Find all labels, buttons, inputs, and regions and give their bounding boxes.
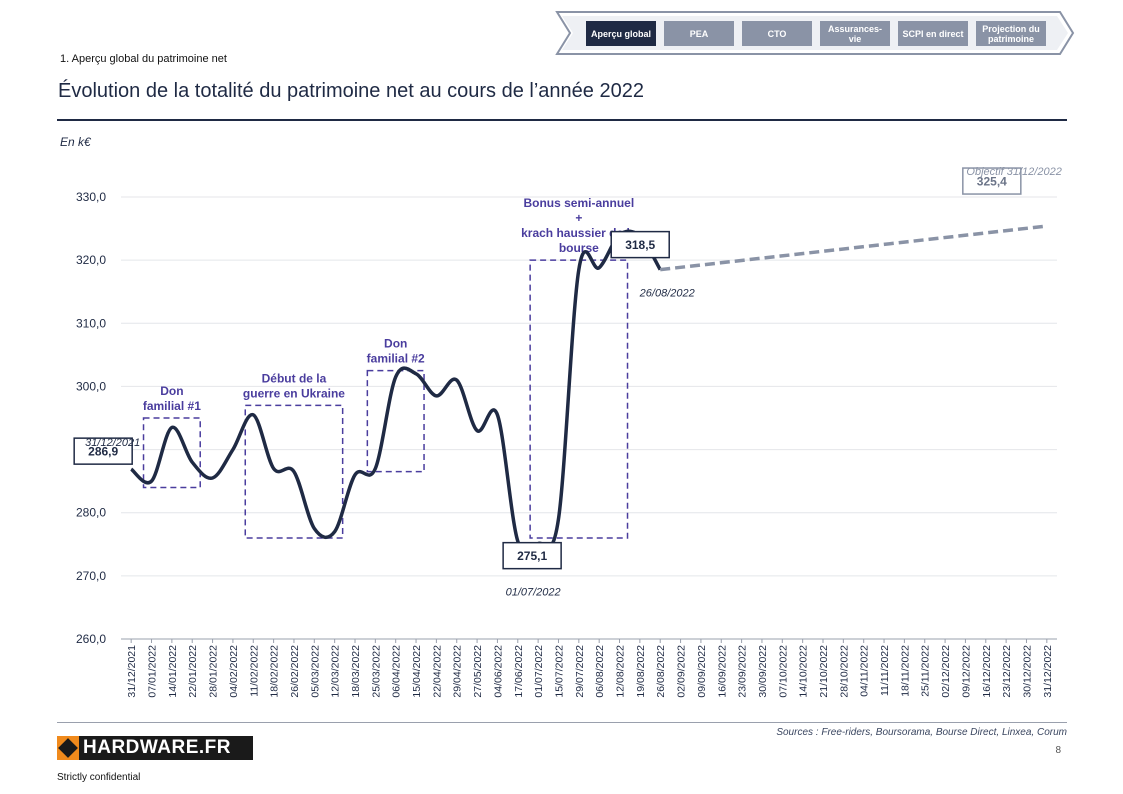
x-tick-label: 09/12/2022 [960,645,972,698]
x-tick-label: 28/10/2022 [838,645,850,698]
x-tick-label: 15/07/2022 [553,645,565,698]
x-tick-label: 15/04/2022 [411,645,423,698]
x-tick-label: 06/04/2022 [391,645,403,698]
series-line-projection [660,224,1048,272]
x-tick-label: 16/09/2022 [716,645,728,698]
sources-note: Sources : Free-riders, Boursorama, Bours… [776,727,1067,738]
x-tick-label: 07/10/2022 [777,645,789,698]
nav-tab-cto[interactable]: CTO [742,21,812,46]
x-tick-label: 31/12/2021 [126,645,138,698]
x-tick-label: 04/02/2022 [228,645,240,698]
patrimoine-line-chart: 260,0270,0280,0290,0300,0310,0320,0330,0… [73,166,1062,698]
value-label: 275,1 [517,549,547,563]
x-tick-label: 12/03/2022 [330,645,342,698]
nav-tab-scpi[interactable]: SCPI en direct [898,21,968,46]
y-tick-label: 310,0 [76,316,106,330]
annotation-box [366,369,425,473]
title-divider [57,119,1067,121]
value-label-box [610,230,670,259]
nav-tab-pea[interactable]: PEA [664,21,734,46]
x-tick-label: 17/06/2022 [513,645,525,698]
value-label: 325,4 [977,175,1007,189]
value-date-label: 01/07/2022 [506,587,561,599]
annotation-box [244,404,344,539]
x-tick-label: 23/12/2022 [1001,645,1013,698]
x-tick-label: 26/02/2022 [289,645,301,698]
y-tick-label: 300,0 [76,379,106,393]
x-tick-label: 29/07/2022 [574,645,586,698]
x-tick-label: 02/12/2022 [940,645,952,698]
y-tick-label: 280,0 [76,506,106,520]
annotation-label: Début de la [262,371,327,385]
x-tick-label: 14/01/2022 [167,645,179,698]
annotation-label: Don [160,384,183,398]
annotation-label: krach haussier de la [521,226,637,240]
x-tick-label: 23/09/2022 [737,645,749,698]
x-tick-label: 01/07/2022 [533,645,545,698]
x-tick-label: 30/09/2022 [757,645,769,698]
x-tick-label: 04/11/2022 [859,645,871,697]
x-tick-label: 06/08/2022 [594,645,606,698]
value-label-box [73,437,133,465]
x-tick-label: 18/11/2022 [899,645,911,697]
x-tick-label: 21/10/2022 [818,645,830,698]
section-label: 1. Aperçu global du patrimoine net [60,53,227,65]
value-date-label: Objectif 31/12/2022 [966,166,1061,178]
x-tick-label: 22/01/2022 [187,645,199,698]
x-tick-label: 22/04/2022 [431,645,443,698]
logo-icon [57,736,79,760]
x-tick-label: 12/08/2022 [615,645,627,698]
x-tick-label: 18/03/2022 [350,645,362,698]
hardware-fr-logo: HARDWARE.FR [57,736,253,760]
unit-label: En k€ [60,135,91,149]
annotation-box [529,259,629,539]
value-label-box [962,167,1022,195]
x-tick-label: 30/12/2022 [1021,645,1033,698]
x-tick-label: 29/04/2022 [452,645,464,698]
value-label: 286,9 [88,445,118,459]
annotation-label: guerre en Ukraine [243,386,345,400]
x-tick-label: 02/09/2022 [676,645,688,698]
annotation-label: Don [384,337,407,351]
annotation-box [142,417,201,489]
nav-tab-apercu-global[interactable]: Aperçu global [586,21,656,46]
nav-tab-assurances-vie[interactable]: Assurances-vie [820,21,890,46]
value-label-box [502,541,562,570]
nav-tab-projection[interactable]: Projection du patrimoine [976,21,1046,46]
annotation-label: Bonus semi-annuel [523,196,634,210]
y-tick-label: 270,0 [76,569,106,583]
y-tick-label: 320,0 [76,253,106,267]
x-tick-label: 28/01/2022 [208,645,220,698]
x-tick-label: 26/08/2022 [655,645,667,698]
x-tick-label: 14/10/2022 [798,645,810,698]
x-tick-label: 05/03/2022 [309,645,321,698]
x-tick-label: 11/11/2022 [879,645,891,696]
annotation-label: familial #1 [143,399,201,413]
y-tick-label: 330,0 [76,190,106,204]
annotation-label: bourse [559,241,599,255]
page-title: Évolution de la totalité du patrimoine n… [58,80,644,102]
logo-text: HARDWARE.FR [83,737,231,758]
x-tick-label: 09/09/2022 [696,645,708,698]
x-tick-label: 16/12/2022 [981,645,993,698]
annotation-label: + [575,211,582,225]
x-tick-label: 19/08/2022 [635,645,647,698]
x-tick-label: 25/11/2022 [920,645,932,697]
x-tick-label: 31/12/2022 [1042,645,1054,698]
x-tick-label: 27/05/2022 [472,645,484,698]
footer-divider [57,722,1067,723]
value-date-label: 31/12/2021 [85,437,140,449]
x-tick-label: 07/01/2022 [147,645,159,698]
page-number: 8 [1055,745,1061,756]
annotation-label: familial #2 [367,352,425,366]
x-tick-label: 18/02/2022 [269,645,281,698]
x-tick-label: 25/03/2022 [370,645,382,698]
x-tick-label: 04/06/2022 [492,645,504,698]
y-tick-label: 260,0 [76,632,106,646]
confidential-note: Strictly confidential [57,772,141,783]
value-date-label: 26/08/2022 [639,288,695,300]
value-label: 318,5 [625,238,655,252]
x-tick-label: 11/02/2022 [248,645,260,697]
series-line-patrimoine [130,229,662,555]
